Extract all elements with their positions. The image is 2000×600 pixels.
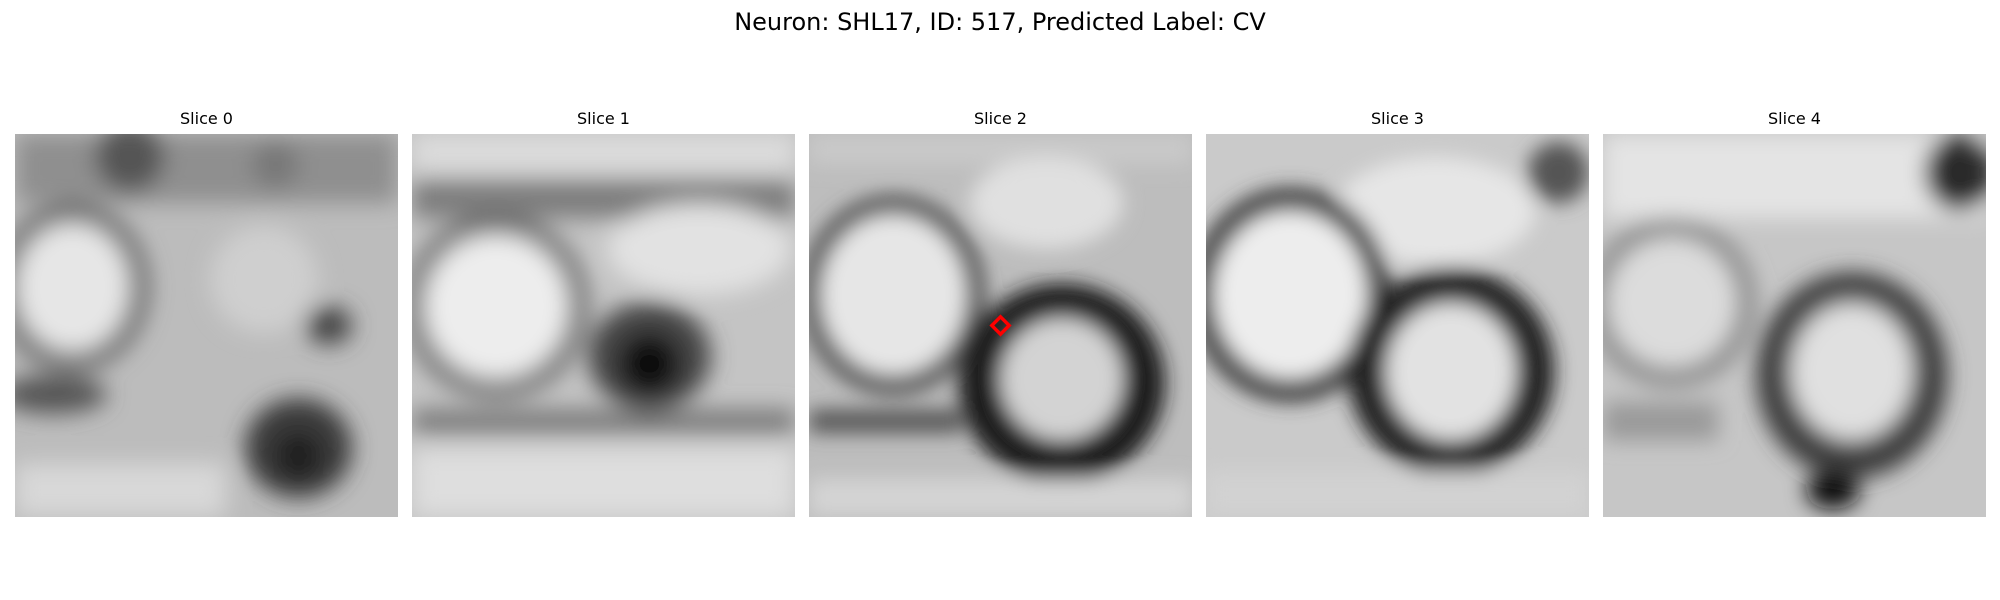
slice-1-title: Slice 1 — [412, 109, 795, 129]
slice-2-image — [809, 134, 1192, 517]
slice-4-image — [1603, 134, 1986, 517]
slice-3-title: Slice 3 — [1206, 109, 1589, 129]
figure-title: Neuron: SHL17, ID: 517, Predicted Label:… — [0, 6, 2000, 38]
slice-3-image — [1206, 134, 1589, 517]
slice-4-title: Slice 4 — [1603, 109, 1986, 129]
slice-0-image — [15, 134, 398, 517]
slice-0-title: Slice 0 — [15, 109, 398, 129]
slice-2-title: Slice 2 — [809, 109, 1192, 129]
slice-1-image — [412, 134, 795, 517]
